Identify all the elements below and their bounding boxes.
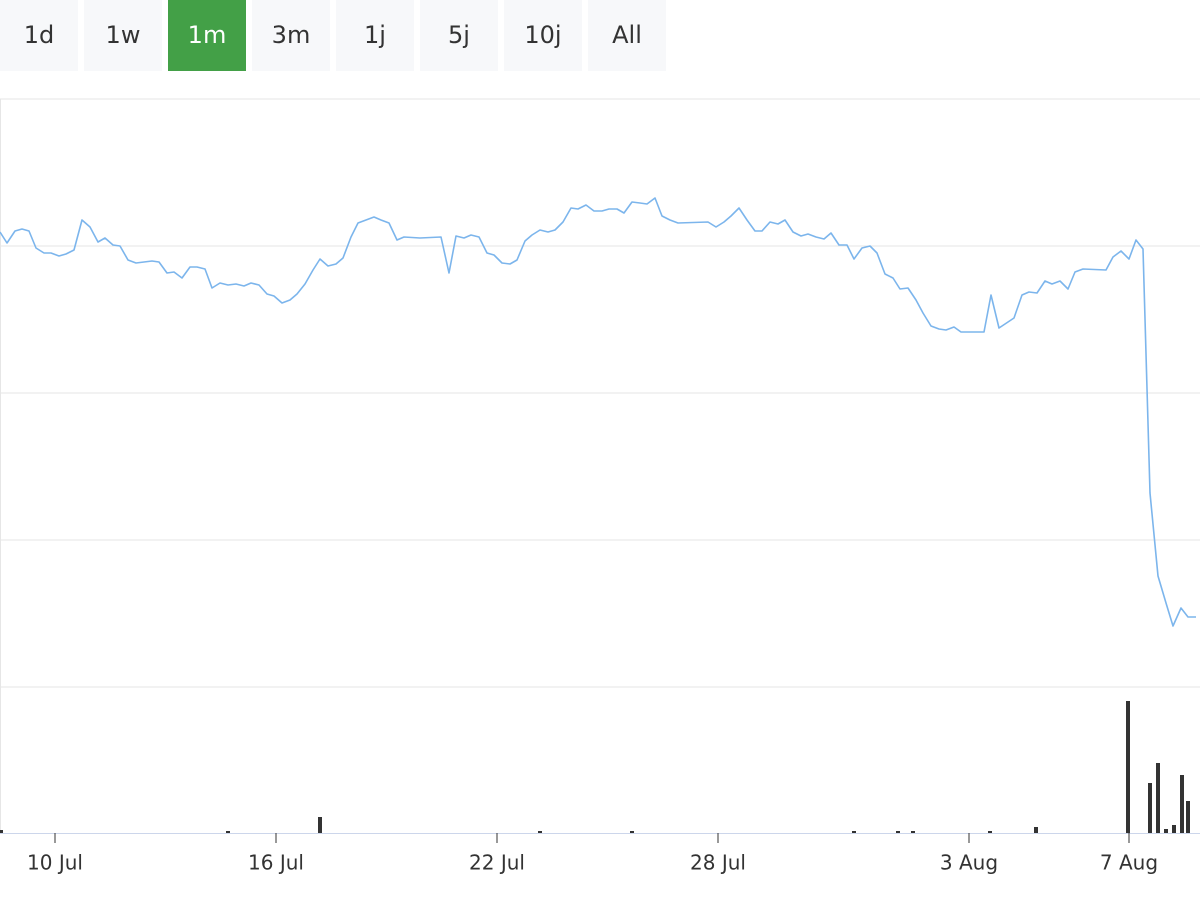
range-button[interactable]: All bbox=[588, 0, 666, 71]
volume-bar bbox=[1034, 827, 1038, 833]
volume-bar bbox=[1156, 763, 1160, 833]
volume-bar bbox=[0, 830, 3, 833]
volume-bar bbox=[630, 831, 634, 833]
x-tick-label: 7 Aug bbox=[1100, 851, 1158, 875]
volume-bar bbox=[1186, 801, 1190, 833]
range-button[interactable]: 1j bbox=[336, 0, 414, 71]
price-line bbox=[0, 197, 1196, 627]
volume-bar bbox=[1148, 783, 1152, 833]
volume-bar bbox=[226, 831, 230, 833]
x-tick-label: 3 Aug bbox=[940, 851, 998, 875]
volume-bar bbox=[1164, 829, 1168, 833]
volume-bar bbox=[1172, 825, 1176, 833]
volume-bar bbox=[852, 831, 856, 833]
volume-bar bbox=[896, 831, 900, 833]
volume-bar bbox=[1126, 701, 1130, 833]
volume-bar bbox=[538, 831, 542, 833]
range-button[interactable]: 1m bbox=[168, 0, 246, 71]
x-tick-label: 16 Jul bbox=[248, 851, 304, 875]
volume-bar bbox=[988, 831, 992, 833]
range-button[interactable]: 1w bbox=[84, 0, 162, 71]
volume-bar bbox=[1180, 775, 1184, 833]
x-tick-label: 28 Jul bbox=[690, 851, 746, 875]
range-button[interactable]: 3m bbox=[252, 0, 330, 71]
range-button[interactable]: 5j bbox=[420, 0, 498, 71]
volume-bar bbox=[911, 831, 915, 833]
volume-bar bbox=[318, 817, 322, 833]
x-tick-label: 22 Jul bbox=[469, 851, 525, 875]
range-button[interactable]: 10j bbox=[504, 0, 582, 71]
range-button[interactable]: 1d bbox=[0, 0, 78, 71]
x-tick-label: 10 Jul bbox=[27, 851, 83, 875]
